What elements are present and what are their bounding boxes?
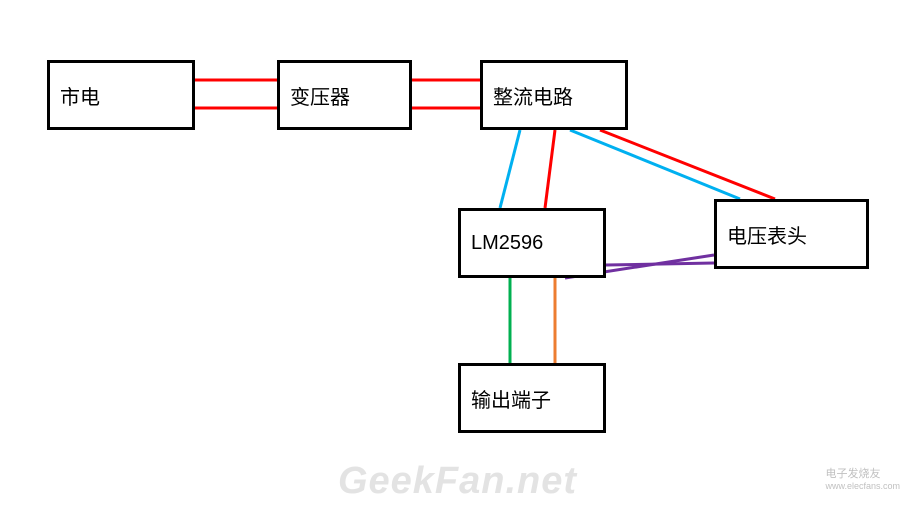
node-label-lm2596: LM2596 xyxy=(471,232,543,255)
node-rectifier: 整流电路 xyxy=(480,60,628,130)
node-label-transformer: 变压器 xyxy=(290,81,350,110)
edge-rectifier-voltmeter xyxy=(600,130,775,199)
edge-rectifier-lm2596 xyxy=(500,130,520,208)
node-mains: 市电 xyxy=(47,60,195,130)
node-label-voltmeter: 电压表头 xyxy=(727,220,807,249)
watermark-main: GeekFan.net xyxy=(338,460,577,503)
node-label-rectifier: 整流电路 xyxy=(493,81,573,110)
node-label-output: 输出端子 xyxy=(471,384,551,413)
node-voltmeter: 电压表头 xyxy=(714,199,869,269)
node-lm2596: LM2596 xyxy=(458,208,606,278)
edge-lm2596-voltmeter xyxy=(606,263,714,265)
watermark-secondary-top: 电子发烧友 xyxy=(825,468,880,480)
edge-rectifier-lm2596 xyxy=(545,130,555,208)
edge-rectifier-voltmeter xyxy=(570,130,740,199)
watermark-secondary-bottom: www.elecfans.com xyxy=(825,481,900,491)
node-label-mains: 市电 xyxy=(60,81,100,110)
node-transformer: 变压器 xyxy=(277,60,412,130)
watermark-secondary: 电子发烧友 www.elecfans.com xyxy=(825,465,900,491)
node-output: 输出端子 xyxy=(458,363,606,433)
